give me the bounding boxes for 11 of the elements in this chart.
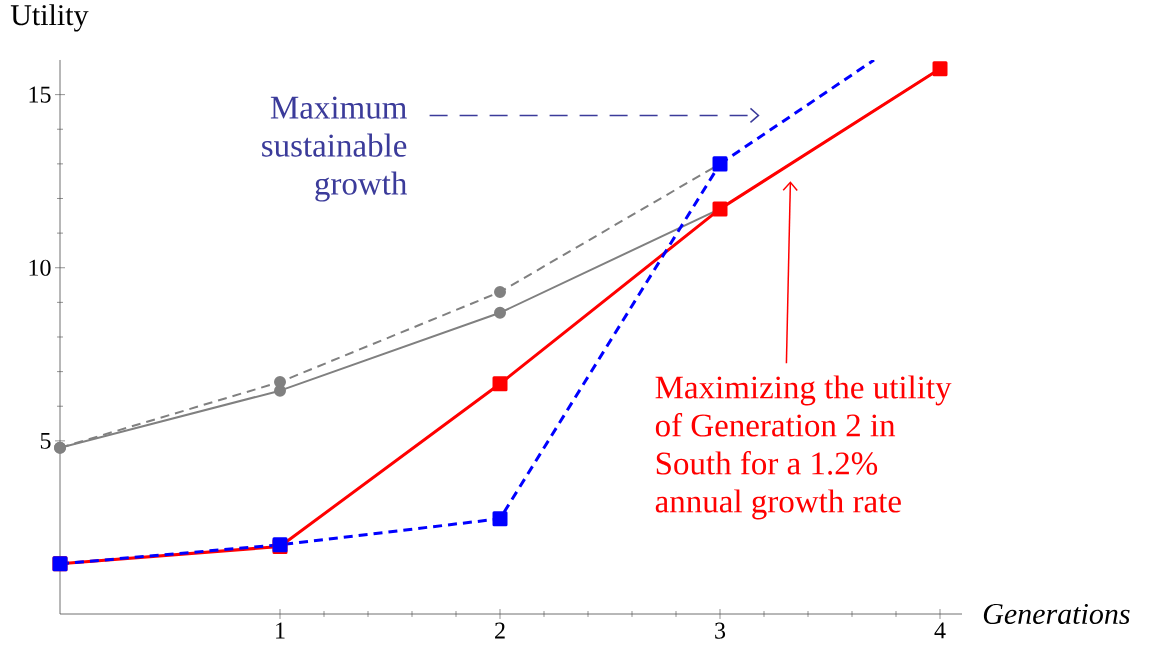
y-axis-title: Utility xyxy=(10,4,89,32)
x-tick-label: 3 xyxy=(715,622,726,639)
y-tick-label: 5 xyxy=(40,432,51,449)
annotation: Maximizing the utility of Generation 2 in South for a 1.2% annual growth rate xyxy=(655,375,952,520)
x-tick-label: 2 xyxy=(495,622,505,639)
x-axis-title: Generations xyxy=(983,603,1130,625)
x-tick-label: 4 xyxy=(934,622,946,639)
y-tick-label: 10 xyxy=(29,259,51,276)
x-tick-label: 1 xyxy=(276,622,285,639)
annotation: Maximum sustainable growth xyxy=(262,96,407,202)
y-tick-label: 15 xyxy=(29,86,51,103)
